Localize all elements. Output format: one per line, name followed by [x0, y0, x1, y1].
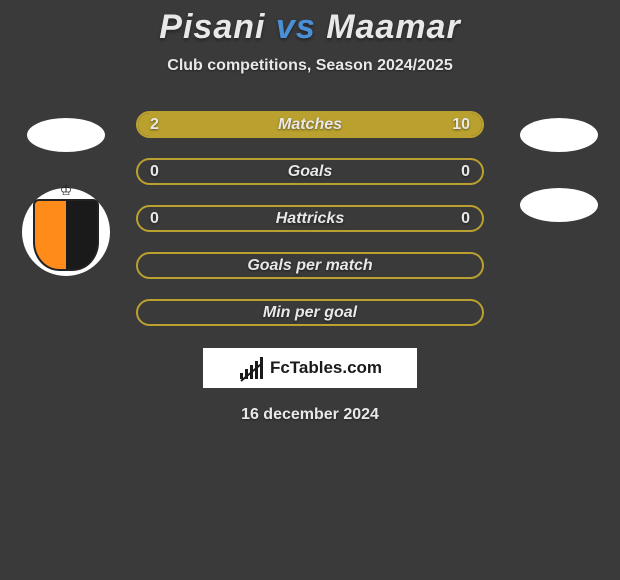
stat-row: 0 Goals 0 [136, 158, 484, 185]
stat-val-left: 0 [150, 210, 159, 228]
club-shield [33, 199, 99, 271]
stat-row: 2 Matches 10 [136, 111, 484, 138]
stat-label: Min per goal [263, 304, 357, 322]
stat-row: 0 Hattricks 0 [136, 205, 484, 232]
stat-label: Goals per match [247, 257, 372, 275]
left-club-badge: ♔ [22, 188, 110, 276]
left-badges-column: ♔ [22, 118, 110, 276]
date-label: 16 december 2024 [0, 406, 620, 424]
stat-val-right: 0 [461, 163, 470, 181]
stat-label: Matches [278, 116, 342, 134]
stat-row: Min per goal [136, 299, 484, 326]
player-right-name: Maamar [326, 8, 461, 46]
stat-label: Hattricks [276, 210, 344, 228]
vs-separator: vs [276, 8, 316, 46]
stat-fill-left [138, 113, 195, 136]
chart-icon [238, 357, 266, 379]
comparison-card: Pisani vs Maamar Club competitions, Seas… [0, 0, 620, 424]
brand-badge[interactable]: FcTables.com [203, 348, 417, 388]
stat-val-right: 10 [452, 116, 470, 134]
right-badge-2 [520, 188, 598, 222]
stat-row: Goals per match [136, 252, 484, 279]
stat-val-left: 2 [150, 116, 159, 134]
left-badge-1 [27, 118, 105, 152]
right-badge-1 [520, 118, 598, 152]
crown-icon: ♔ [60, 182, 73, 199]
right-badges-column [520, 118, 598, 222]
player-left-name: Pisani [159, 8, 265, 46]
page-title: Pisani vs Maamar [0, 8, 620, 47]
subtitle: Club competitions, Season 2024/2025 [0, 57, 620, 75]
stat-val-right: 0 [461, 210, 470, 228]
stat-val-left: 0 [150, 163, 159, 181]
stat-label: Goals [288, 163, 332, 181]
brand-label: FcTables.com [270, 358, 382, 378]
